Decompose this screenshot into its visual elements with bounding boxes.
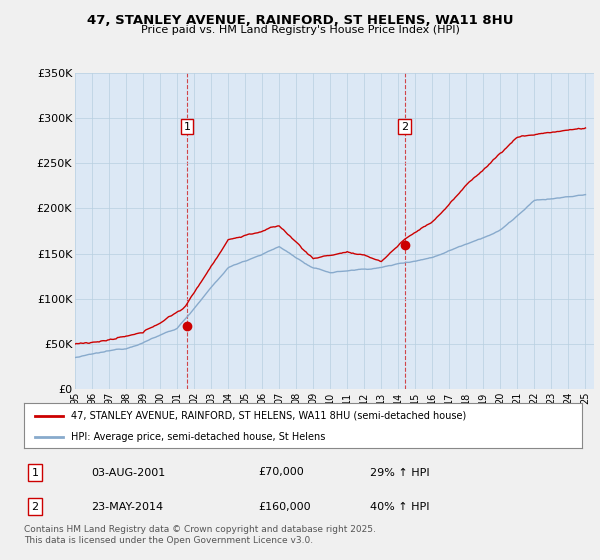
Text: 23-MAY-2014: 23-MAY-2014 <box>91 502 163 512</box>
Text: 47, STANLEY AVENUE, RAINFORD, ST HELENS, WA11 8HU: 47, STANLEY AVENUE, RAINFORD, ST HELENS,… <box>87 14 513 27</box>
Text: 2: 2 <box>401 122 409 132</box>
Text: £160,000: £160,000 <box>259 502 311 512</box>
Text: 1: 1 <box>32 468 38 478</box>
Text: 40% ↑ HPI: 40% ↑ HPI <box>370 502 430 512</box>
Text: Price paid vs. HM Land Registry's House Price Index (HPI): Price paid vs. HM Land Registry's House … <box>140 25 460 35</box>
Text: 03-AUG-2001: 03-AUG-2001 <box>91 468 165 478</box>
Text: Contains HM Land Registry data © Crown copyright and database right 2025.
This d: Contains HM Land Registry data © Crown c… <box>24 525 376 545</box>
Text: £70,000: £70,000 <box>259 468 304 478</box>
Text: HPI: Average price, semi-detached house, St Helens: HPI: Average price, semi-detached house,… <box>71 432 326 442</box>
Text: 2: 2 <box>32 502 39 512</box>
Text: 47, STANLEY AVENUE, RAINFORD, ST HELENS, WA11 8HU (semi-detached house): 47, STANLEY AVENUE, RAINFORD, ST HELENS,… <box>71 410 467 421</box>
Text: 29% ↑ HPI: 29% ↑ HPI <box>370 468 430 478</box>
Text: 1: 1 <box>184 122 190 132</box>
